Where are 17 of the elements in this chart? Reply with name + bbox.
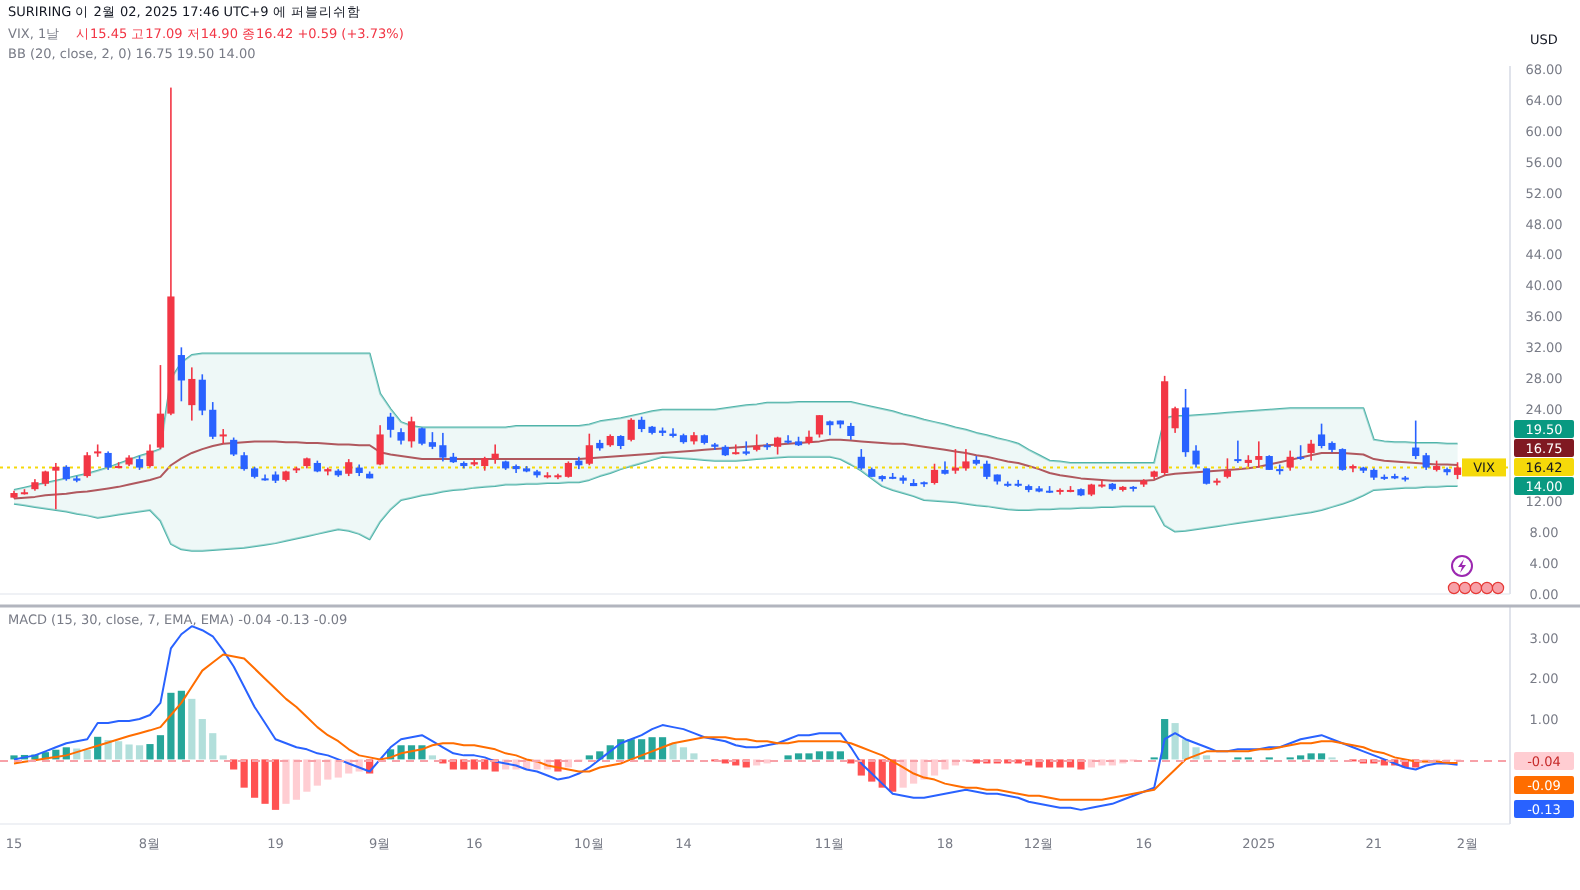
candlestick <box>1014 479 1022 487</box>
line-series <box>13 653 1459 801</box>
candlestick <box>491 444 499 464</box>
candlestick <box>763 442 771 450</box>
candlestick <box>742 441 750 456</box>
candlestick <box>941 461 949 475</box>
bar <box>230 759 238 770</box>
candlestick <box>1255 441 1263 468</box>
candlestick <box>52 462 60 510</box>
bar <box>188 698 196 760</box>
candlestick <box>219 429 227 444</box>
candlestick <box>732 444 740 455</box>
candlestick <box>1234 440 1242 463</box>
line-series <box>13 455 1459 552</box>
line-series <box>13 352 1459 491</box>
candlestick <box>1213 478 1221 486</box>
line-series <box>13 625 1459 811</box>
